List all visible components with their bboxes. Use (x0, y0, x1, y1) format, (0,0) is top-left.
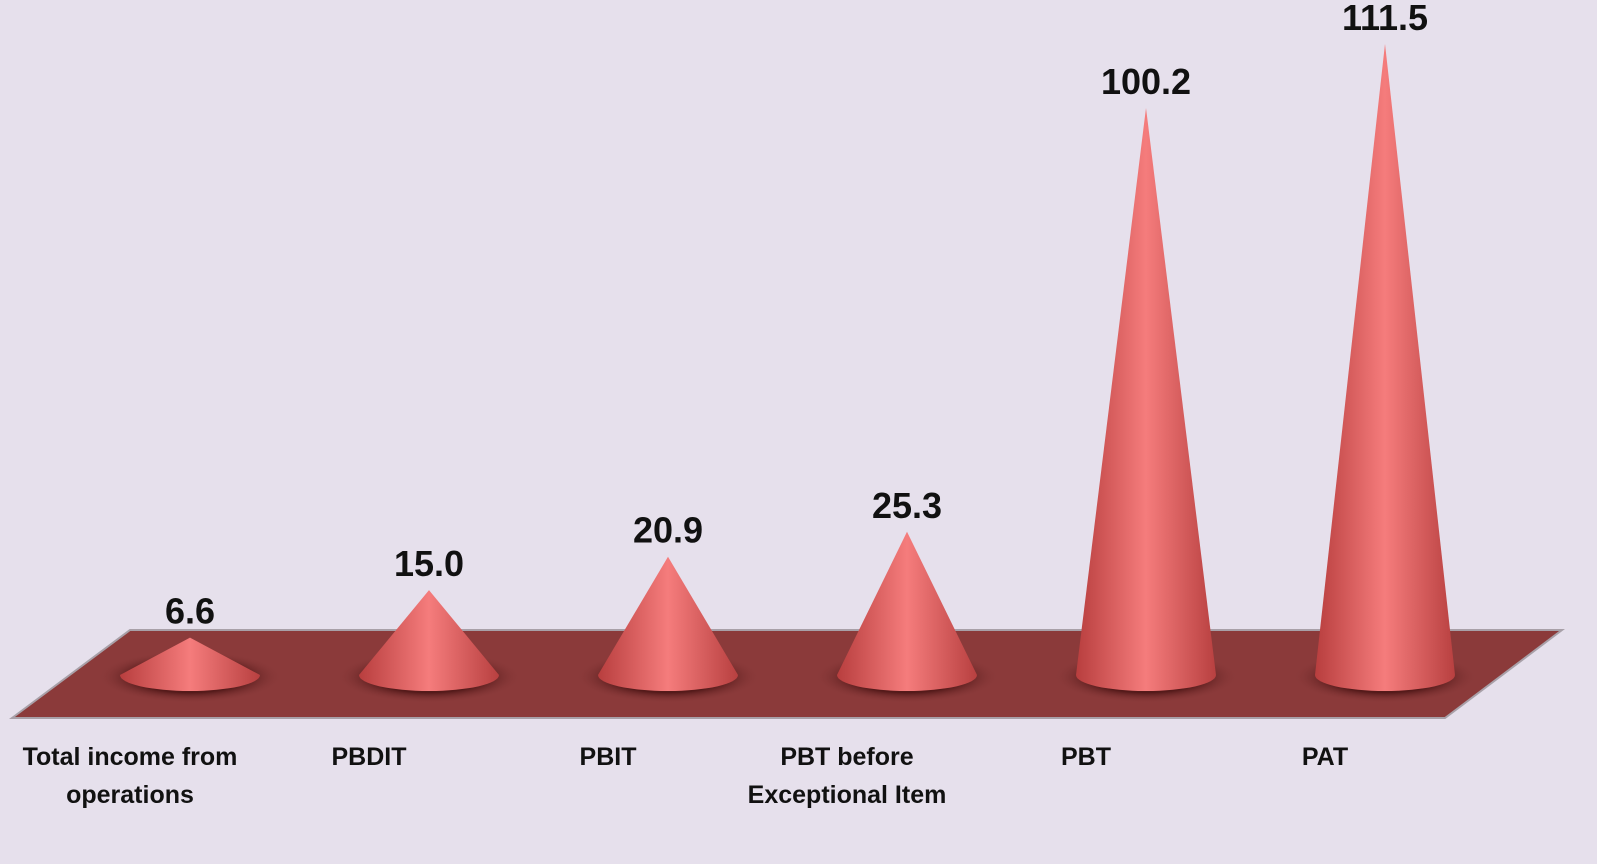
value-label: 111.5 (1342, 0, 1428, 38)
category-label: PBT before Exceptional Item (747, 743, 947, 809)
category-label: PBDIT (331, 743, 407, 771)
category-label: PAT (1301, 743, 1349, 771)
category-label: Total income from operations (22, 743, 238, 809)
value-label: 25.3 (872, 485, 942, 526)
category-label: PBT (1061, 743, 1111, 771)
cone (1076, 107, 1216, 692)
value-label: 15.0 (394, 543, 464, 584)
value-label: 100.2 (1101, 61, 1191, 102)
value-label: 6.6 (165, 591, 215, 632)
cone (359, 590, 499, 691)
value-label: 20.9 (633, 510, 703, 551)
cone (598, 556, 738, 691)
category-label: PBIT (579, 743, 637, 771)
cone (120, 637, 260, 691)
cone (1315, 43, 1455, 692)
cone (837, 531, 977, 691)
